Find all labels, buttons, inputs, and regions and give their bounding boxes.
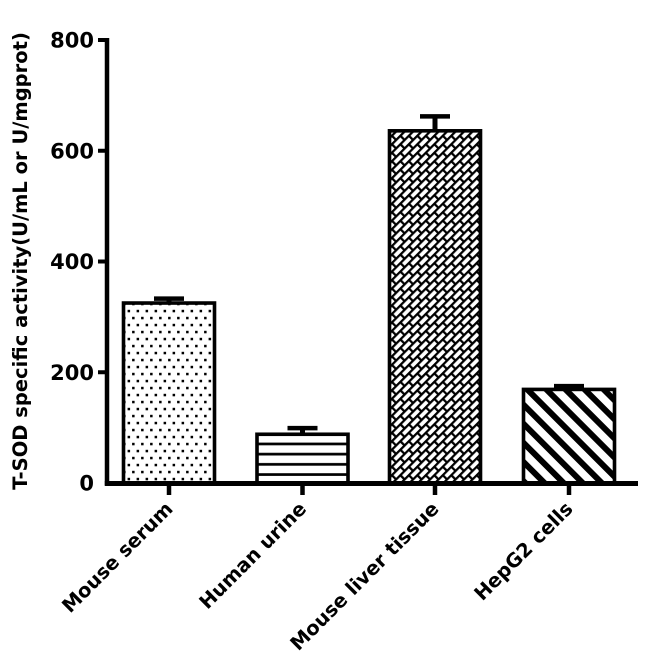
error-bar-hepg2-cells bbox=[554, 383, 584, 389]
y-tick-label-800: 800 bbox=[50, 29, 94, 53]
y-tick-label-600: 600 bbox=[50, 139, 94, 163]
x-label-human-urine: Human urine bbox=[195, 497, 311, 613]
error-bar-human-urine bbox=[287, 425, 318, 434]
bar-mouse-serum bbox=[121, 301, 217, 486]
x-label-hepg2-cells: HepG2 cells bbox=[470, 497, 578, 605]
error-bar-mouse-liver-tissue bbox=[420, 114, 450, 130]
x-label-mouse-serum: Mouse serum bbox=[57, 497, 177, 617]
y-tick-label-0: 0 bbox=[79, 472, 94, 496]
axes bbox=[104, 38, 638, 486]
bar-hepg2-cells bbox=[521, 387, 617, 486]
y-axis-title: T-SOD specific activity(U/mL or U/mgprot… bbox=[9, 32, 32, 490]
y-ticks: 0 200 400 600 800 bbox=[50, 29, 105, 496]
error-bar-mouse-serum bbox=[154, 296, 184, 303]
bar-human-urine bbox=[255, 432, 350, 486]
bar-mouse-liver-tissue bbox=[387, 129, 483, 486]
x-label-mouse-liver-tissue: Mouse liver tissue bbox=[286, 497, 444, 655]
bars bbox=[121, 129, 617, 486]
error-bars bbox=[154, 114, 584, 434]
y-tick-label-200: 200 bbox=[50, 361, 94, 385]
y-tick-label-400: 400 bbox=[50, 250, 94, 274]
